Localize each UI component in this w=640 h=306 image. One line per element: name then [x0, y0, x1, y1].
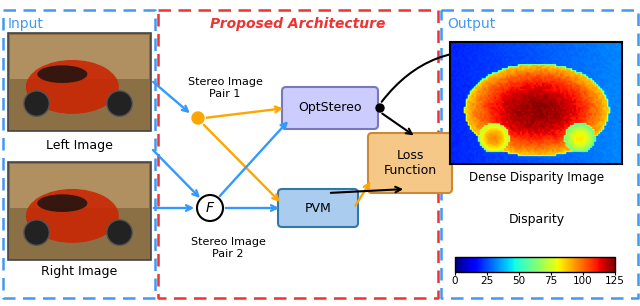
FancyBboxPatch shape	[8, 162, 151, 260]
Text: OptStereo: OptStereo	[298, 102, 362, 114]
Text: Pair 1: Pair 1	[209, 89, 241, 99]
FancyBboxPatch shape	[282, 87, 378, 129]
Circle shape	[107, 91, 132, 116]
Text: F: F	[206, 201, 214, 215]
Ellipse shape	[26, 189, 119, 243]
Text: Left Image: Left Image	[45, 139, 113, 151]
Ellipse shape	[37, 194, 88, 212]
Text: Disparity: Disparity	[509, 214, 565, 226]
Text: Pair 2: Pair 2	[212, 249, 244, 259]
Text: Dense Disparity Image: Dense Disparity Image	[469, 171, 605, 185]
Circle shape	[192, 112, 204, 124]
Ellipse shape	[37, 65, 88, 83]
Text: PVM: PVM	[305, 201, 332, 215]
Circle shape	[24, 220, 49, 245]
Text: Stereo Image: Stereo Image	[191, 237, 266, 247]
Text: Proposed Architecture: Proposed Architecture	[211, 17, 386, 31]
Text: Loss
Function: Loss Function	[383, 149, 436, 177]
Ellipse shape	[26, 60, 119, 114]
FancyBboxPatch shape	[278, 189, 358, 227]
FancyBboxPatch shape	[10, 35, 149, 79]
Circle shape	[376, 104, 384, 112]
Text: Stereo Image: Stereo Image	[188, 77, 262, 87]
Text: Input: Input	[8, 17, 44, 31]
Circle shape	[197, 195, 223, 221]
Circle shape	[24, 91, 49, 116]
FancyBboxPatch shape	[8, 33, 151, 131]
Circle shape	[107, 220, 132, 245]
FancyBboxPatch shape	[10, 164, 149, 208]
Text: Right Image: Right Image	[41, 266, 117, 278]
Text: Output: Output	[447, 17, 495, 31]
FancyBboxPatch shape	[368, 133, 452, 193]
